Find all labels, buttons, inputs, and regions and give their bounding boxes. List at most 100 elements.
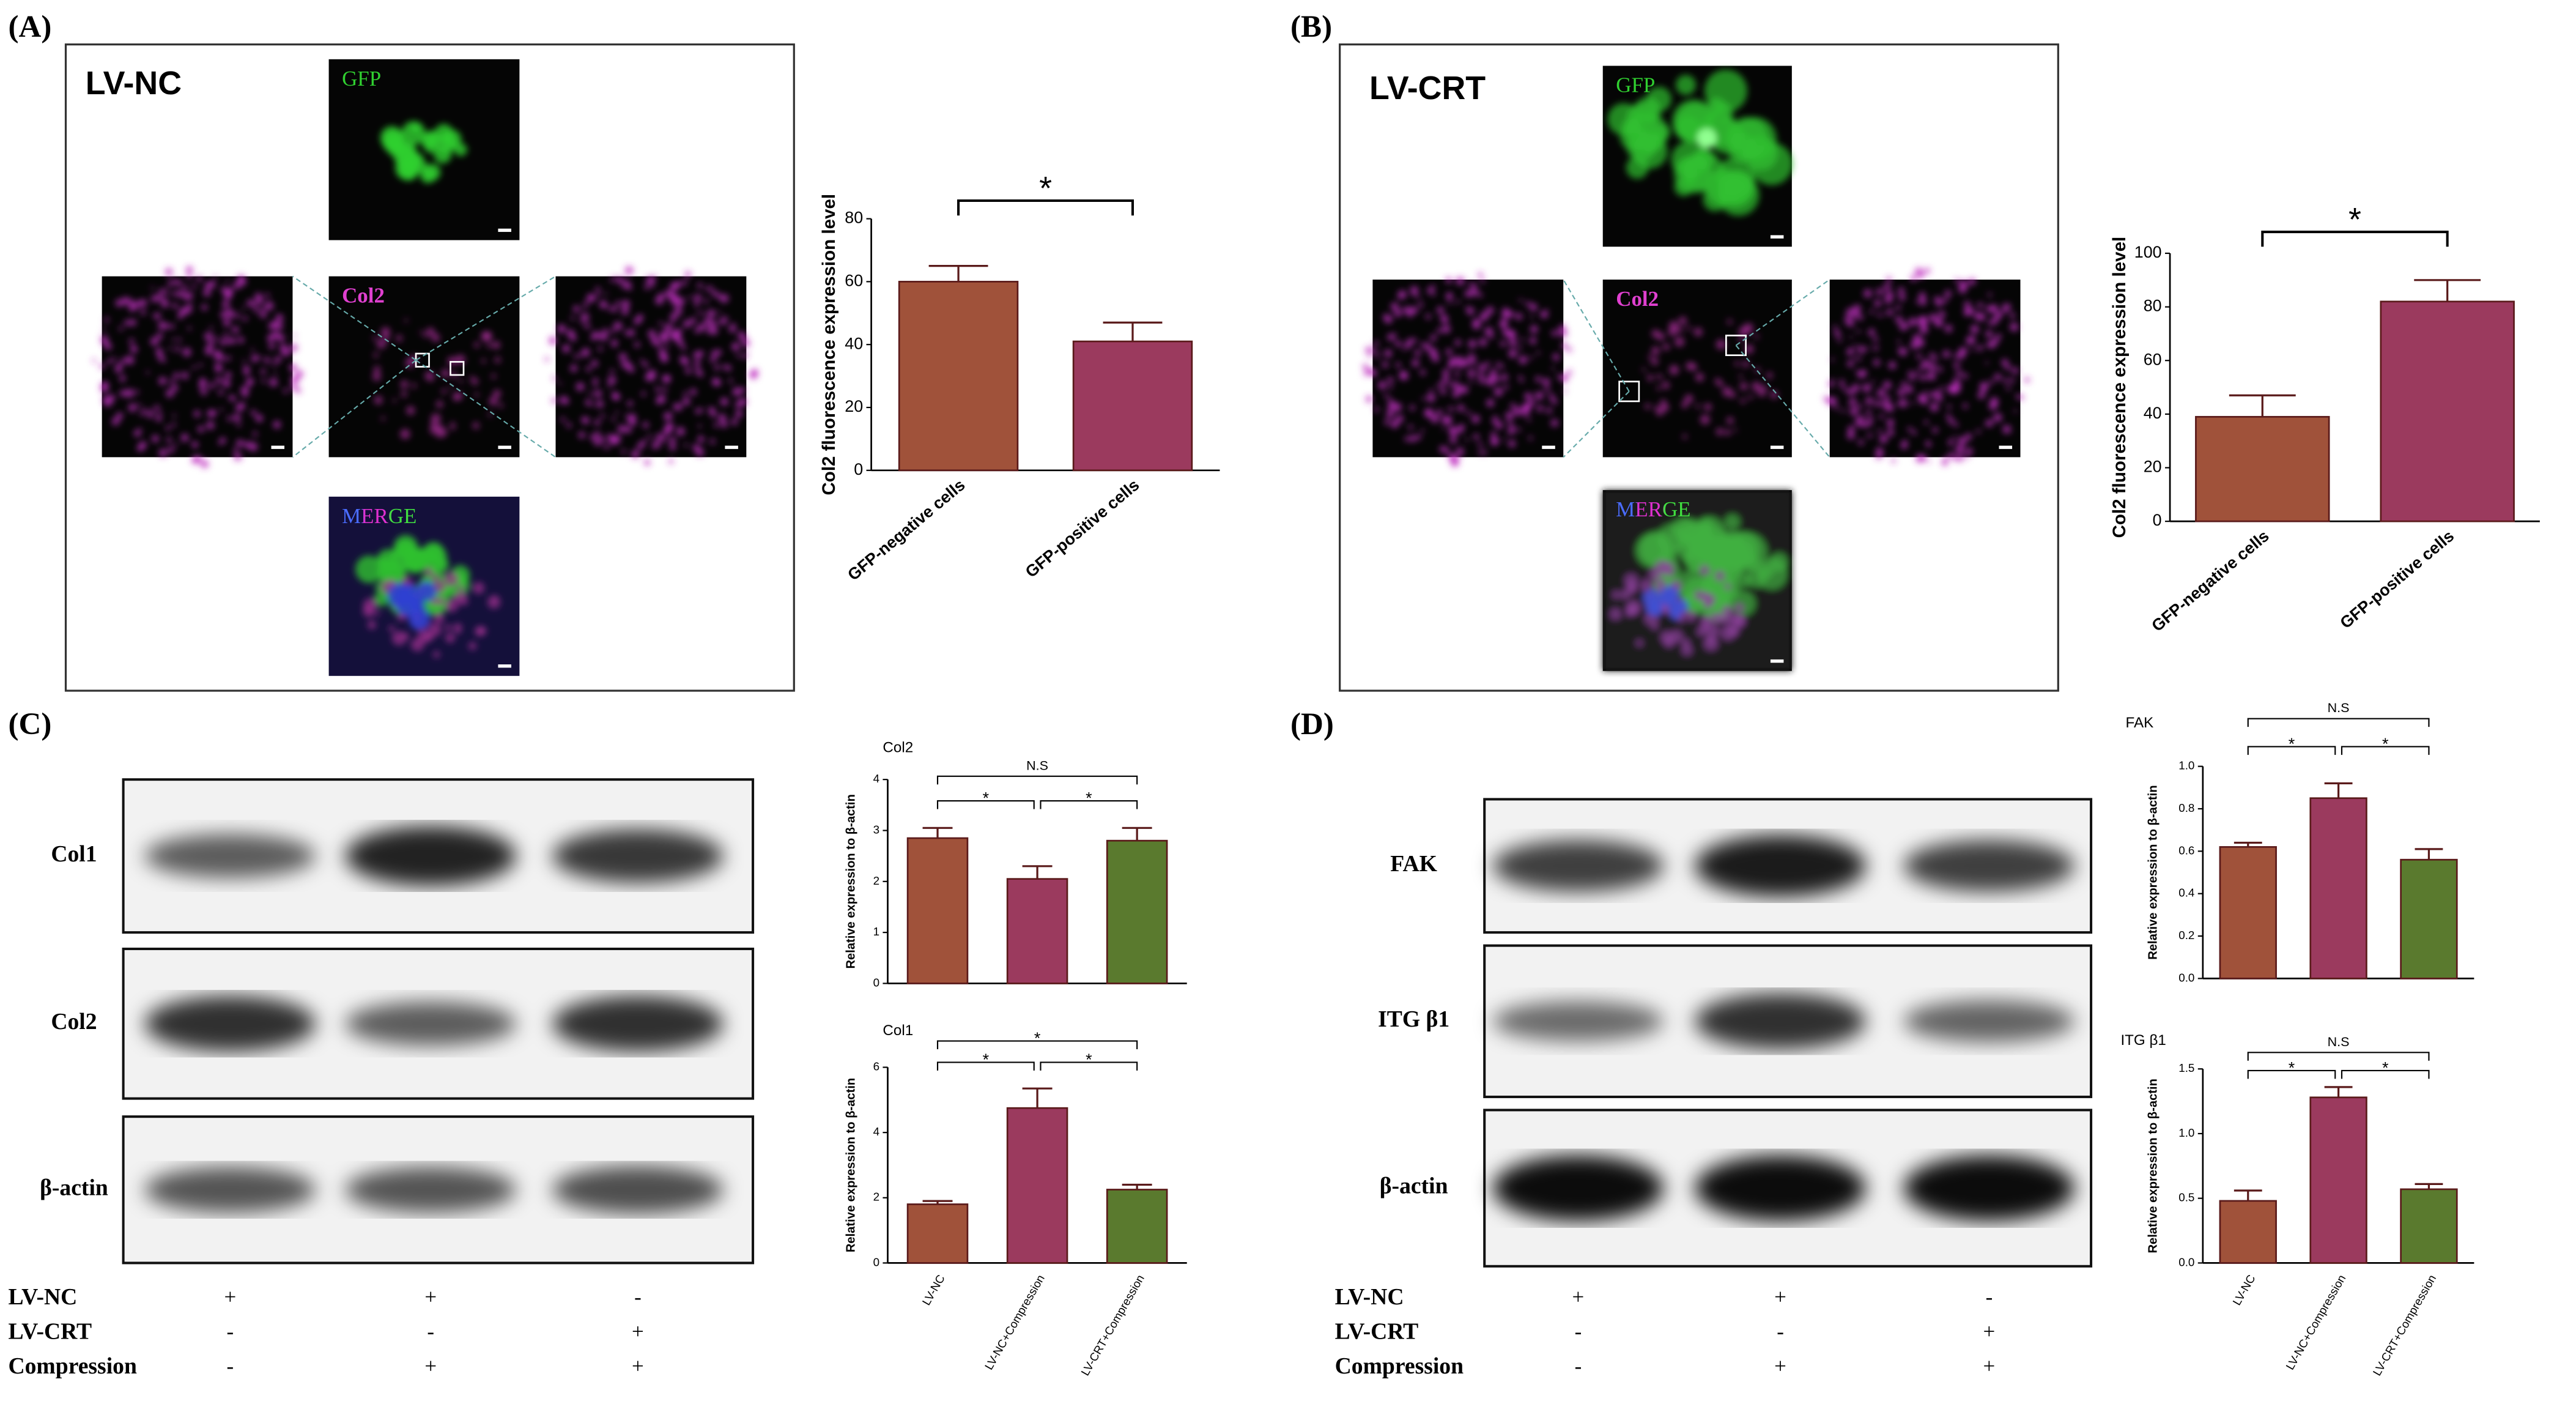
signal (1656, 407, 1664, 416)
signal (170, 324, 175, 329)
signal (1911, 430, 1917, 436)
signal (1927, 459, 1931, 463)
signal (1384, 419, 1390, 425)
signal (1969, 278, 1976, 285)
signal (1857, 314, 1864, 321)
condition-name: LV-CRT (1335, 1319, 1419, 1345)
signal (1691, 531, 1720, 560)
signal (1662, 381, 1670, 389)
signal (1865, 396, 1873, 405)
blot-bands (144, 1165, 724, 1214)
signal (363, 605, 375, 617)
signal (154, 404, 160, 411)
signal (1932, 427, 1938, 433)
signal (274, 356, 281, 363)
signal (99, 363, 105, 370)
signal (272, 321, 279, 328)
signal (166, 437, 172, 443)
signal (437, 427, 448, 437)
signal (1849, 407, 1859, 416)
signal (1727, 417, 1734, 425)
signal (582, 417, 590, 425)
signal (119, 390, 127, 397)
y-tick-label: 20 (2144, 458, 2162, 476)
signal (621, 300, 630, 309)
signal (598, 346, 603, 352)
signal (1904, 385, 1913, 393)
signal (709, 321, 717, 328)
signal (742, 355, 747, 360)
signal (404, 319, 408, 322)
signal (1693, 327, 1703, 336)
signal (242, 307, 245, 310)
signal (1520, 379, 1524, 383)
signal (1910, 275, 1917, 282)
condition-sign: + (424, 1354, 437, 1378)
signal (1895, 305, 1901, 311)
signal (1703, 636, 1719, 651)
signal (289, 363, 297, 372)
signal (580, 321, 583, 324)
signal (1907, 426, 1912, 432)
signal (278, 334, 285, 341)
signal (150, 337, 159, 346)
signal (590, 403, 594, 407)
signal (647, 434, 652, 439)
signal (621, 449, 626, 454)
signal (1867, 408, 1871, 413)
significance-label: N.S (1026, 758, 1048, 773)
signal (188, 302, 192, 307)
condition-sign: + (1983, 1354, 1996, 1378)
significance-label: * (2382, 735, 2389, 753)
signal (664, 323, 673, 332)
signal (1647, 374, 1654, 381)
y-tick-label: 40 (2144, 404, 2162, 422)
signal (1367, 354, 1371, 359)
signal (1429, 347, 1438, 357)
signal (92, 359, 97, 363)
band (345, 826, 517, 886)
significance-bracket (2341, 746, 2430, 755)
signal (1626, 102, 1658, 134)
signal (1917, 316, 1926, 325)
signal (1860, 415, 1865, 420)
signal (441, 369, 450, 377)
signal (1727, 319, 1733, 325)
signal (135, 390, 139, 395)
signal (229, 337, 235, 344)
blot-bands (144, 826, 724, 886)
roi (450, 361, 465, 376)
signal (130, 299, 135, 304)
signal (436, 401, 443, 408)
signal (1848, 389, 1856, 396)
signal (1957, 455, 1964, 462)
band (345, 1167, 517, 1213)
signal (192, 365, 196, 370)
band (1492, 1001, 1664, 1042)
signal (1845, 388, 1850, 393)
x-tick-label: LV-CRT+Compression (1078, 1273, 1147, 1378)
signal (481, 331, 491, 341)
blot-bands (144, 995, 724, 1052)
signal (1369, 369, 1377, 377)
signal (1404, 342, 1412, 349)
signal (1902, 440, 1908, 445)
signal (1857, 404, 1862, 409)
micrograph-signal (1641, 316, 1778, 439)
signal (664, 412, 673, 421)
signal (1938, 311, 1945, 318)
signal (1964, 301, 1971, 308)
signal (1848, 425, 1855, 433)
signal (1994, 373, 2002, 381)
signal (607, 434, 614, 440)
condition-sign: + (1983, 1320, 1996, 1343)
signal (1744, 554, 1760, 570)
signal (105, 346, 109, 351)
condition-sign: - (427, 1320, 434, 1343)
signal (1770, 390, 1778, 399)
signal (1953, 354, 1959, 359)
signal (611, 417, 616, 422)
signal (617, 425, 626, 433)
signal (1686, 326, 1691, 331)
signal (222, 300, 230, 308)
